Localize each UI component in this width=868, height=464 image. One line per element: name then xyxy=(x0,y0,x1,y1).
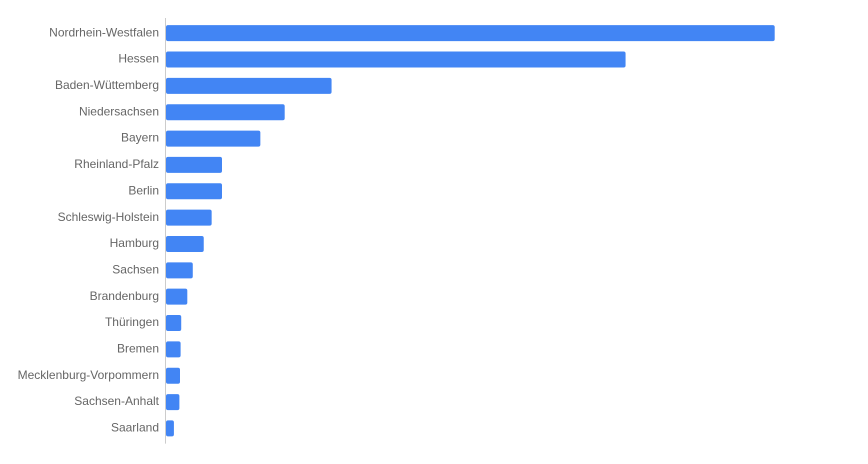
bar[interactable] xyxy=(166,235,204,252)
category-label: Thüringen xyxy=(105,315,159,329)
category-label: Sachsen-Anhalt xyxy=(74,394,159,408)
bar[interactable] xyxy=(166,130,261,147)
bars xyxy=(166,25,775,437)
bar[interactable] xyxy=(166,183,222,200)
bar[interactable] xyxy=(166,315,182,332)
category-label: Nordrhein-Westfalen xyxy=(49,25,159,39)
category-label: Bayern xyxy=(121,131,159,145)
category-label: Baden-Wüttemberg xyxy=(55,78,159,92)
category-label: Sachsen xyxy=(112,262,159,276)
bar[interactable] xyxy=(166,420,174,437)
category-label: Brandenburg xyxy=(90,289,159,303)
bar[interactable] xyxy=(166,104,285,121)
category-label: Rheinland-Pfalz xyxy=(74,157,159,171)
bar[interactable] xyxy=(166,341,181,358)
category-label: Niedersachsen xyxy=(79,104,159,118)
category-label: Bremen xyxy=(117,342,159,356)
category-label: Hamburg xyxy=(110,236,159,250)
bar[interactable] xyxy=(166,156,222,173)
category-label: Hessen xyxy=(118,52,159,66)
bar[interactable] xyxy=(166,262,193,279)
category-label: Schleswig-Holstein xyxy=(58,210,159,224)
bar[interactable] xyxy=(166,394,180,411)
category-label: Saarland xyxy=(111,421,159,435)
category-labels: Nordrhein-Westfalen Hessen Baden-Wüttember… xyxy=(18,25,160,434)
bar[interactable] xyxy=(166,367,180,384)
bar[interactable] xyxy=(166,77,332,94)
category-label: Berlin xyxy=(128,183,159,197)
bar[interactable] xyxy=(166,209,212,226)
bar[interactable] xyxy=(166,288,188,305)
bar[interactable] xyxy=(166,51,626,68)
category-label: Mecklenburg-Vorpommern xyxy=(18,368,159,382)
bar[interactable] xyxy=(166,25,775,42)
